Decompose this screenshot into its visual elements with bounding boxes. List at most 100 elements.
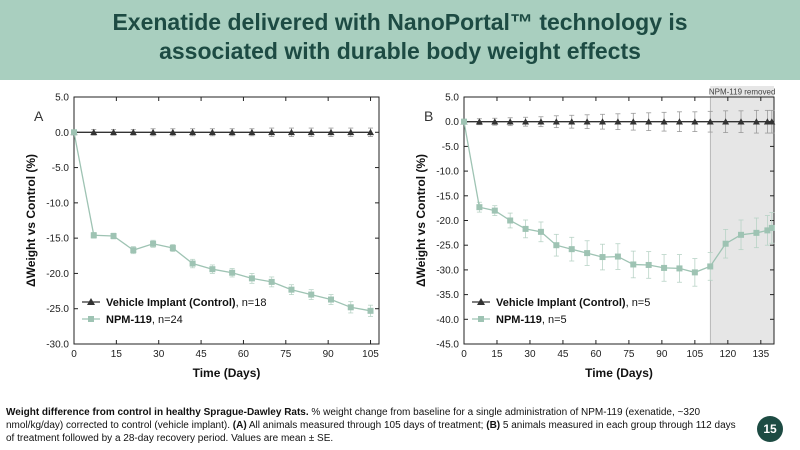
chart-b-npm-point (553, 242, 560, 249)
chart-b-x-tick-label: 15 (491, 349, 503, 360)
chart-b-npm-point (645, 261, 652, 268)
chart-a-legend-name-npm: NPM-119 (106, 314, 152, 326)
chart-a-legend-n-npm: , n=24 (152, 314, 183, 326)
chart-b-npm-point (722, 240, 729, 247)
chart-a-npm-point (367, 307, 374, 314)
chart-b-vehicle-point (522, 118, 530, 125)
caption-lead: Weight difference from control in health… (6, 407, 309, 418)
caption-text-3: 5 animals measured in each group through… (6, 420, 736, 444)
chart-b-vehicle-point (763, 118, 771, 125)
chart-a-y-tick-label: 0.0 (55, 128, 69, 139)
chart-b-x-tick-label: 120 (719, 349, 736, 360)
caption-text-2: All animals measured through 105 days of… (246, 420, 487, 431)
chart-b-vehicle-point (768, 118, 776, 125)
chart-b-legend-n-vehicle: , n=5 (626, 297, 651, 309)
chart-b-x-tick-label: 60 (590, 349, 602, 360)
chart-b-npm-point (753, 229, 760, 236)
chart-a-legend-name-vehicle: Vehicle Implant (Control) (106, 297, 236, 309)
caption-text-1: % weight change from baseline for a sing… (6, 407, 701, 431)
chart-a-vehicle-point (307, 128, 315, 136)
chart-a-vehicle-point (287, 128, 295, 136)
chart-b-shaded-label: NPM-119 removed (709, 88, 776, 97)
chart-a-y-tick-label: 5.0 (55, 93, 69, 104)
chart-b-npm-line (463, 121, 773, 274)
chart-b-series-npm (461, 118, 775, 287)
chart-a-x-axis-label: Time (Days) (193, 366, 261, 380)
chart-a-vehicle-point (90, 128, 98, 136)
chart-a-x-tick-label: 0 (71, 349, 77, 360)
chart-b-npm-point (764, 227, 771, 234)
chart-a-series-vehicle (70, 127, 375, 137)
chart-b-npm-point (507, 217, 514, 224)
chart-a-npm-point (130, 247, 137, 254)
chart-b-legend-label-npm: NPM-119, n=5 (496, 314, 567, 326)
chart-a-x-tick-label: 75 (280, 349, 292, 360)
chart-b-npm-point (630, 261, 637, 268)
chart-b-vehicle-point (599, 118, 607, 125)
chart-b-y-tick-label: -40.0 (436, 315, 459, 326)
chart-b-y-tick-label: -20.0 (436, 216, 459, 227)
chart-b: NPM-119 removed 5.0 0.0 -5.0 -10.0 -15.0 -20.0… (414, 86, 775, 380)
chart-b-y-tick-label: -5.0 (442, 142, 460, 153)
chart-a-vehicle-point (129, 128, 137, 136)
chart-b-x-tick-label: 0 (461, 349, 467, 360)
title-banner: Exenatide delivered with NanoPortal™ tec… (0, 0, 800, 80)
chart-a-y-tick-label: -5.0 (52, 163, 70, 174)
chart-b-y-tick-label: -30.0 (436, 265, 459, 276)
chart-b-vehicle-point (475, 118, 483, 125)
chart-a-npm-line (73, 132, 371, 312)
chart-b-vehicle-point (737, 118, 745, 125)
chart-b-npm-point (476, 204, 483, 211)
chart-a-x-tick-label: 90 (323, 349, 335, 360)
chart-a-npm-point (229, 269, 236, 276)
chart-b-shaded-label-bg (710, 86, 774, 97)
chart-b-npm-point (768, 224, 775, 231)
chart-b-y-tick-label: -35.0 (436, 290, 459, 301)
chart-b-y-tick-label: -25.0 (436, 241, 459, 252)
chart-a-y-tick-label: -15.0 (46, 234, 69, 245)
page-number-badge: 15 (757, 416, 783, 442)
chart-a-npm-point (248, 275, 255, 282)
chart-a-npm-point (327, 296, 334, 303)
chart-b-vehicle-point (645, 118, 653, 125)
chart-b-legend-marker-vehicle (477, 298, 485, 305)
chart-b-vehicle-point (614, 118, 622, 125)
chart-a-legend-marker-npm (88, 316, 94, 322)
chart-a-vehicle-point (169, 128, 177, 136)
chart-a-y-axis-label: ΔWeight vs Control (%) (24, 154, 38, 287)
chart-b-x-tick-label: 45 (557, 349, 569, 360)
chart-a-legend-n-vehicle: , n=18 (236, 297, 267, 309)
chart-b-legend-name-vehicle: Vehicle Implant (Control) (496, 297, 626, 309)
chart-a-y-tick-label: -10.0 (46, 198, 69, 209)
chart-b-vehicle-point (675, 118, 683, 125)
chart-b-y-tick-label: 0.0 (445, 117, 459, 128)
chart-b-npm-point (661, 264, 668, 271)
chart-b-y-tick-label: -15.0 (436, 191, 459, 202)
chart-b-vehicle-point (506, 118, 514, 125)
chart-a-vehicle-point (327, 128, 335, 136)
chart-b-x-tick-label: 135 (752, 349, 769, 360)
caption-label-a: (A) (232, 420, 247, 431)
chart-b-npm-point (676, 265, 683, 272)
chart-b-vehicle-point (568, 118, 576, 125)
chart-a-vehicle-point (347, 128, 355, 136)
chart-a-npm-point (268, 278, 275, 285)
chart-a-panel-letter: A (34, 108, 44, 124)
chart-a-npm-point (308, 291, 315, 298)
chart-b-npm-point (599, 254, 606, 261)
chart-a-plot-frame (73, 96, 380, 345)
chart-b-x-axis-label: Time (Days) (585, 366, 653, 380)
chart-b-vehicle-point (691, 118, 699, 125)
chart-a-npm-point (169, 245, 176, 252)
chart-b-npm-point (491, 207, 498, 214)
chart-a-vehicle-point (268, 128, 276, 136)
chart-b-vehicle-point (537, 118, 545, 125)
chart-b-y-tick-label: -45.0 (436, 340, 459, 351)
chart-a-npm-point (110, 233, 117, 240)
chart-b-vehicle-point (583, 118, 591, 125)
slide-title-line1: Exenatide delivered with NanoPortal™ tec… (112, 9, 688, 35)
chart-b-npm-point (584, 250, 591, 257)
chart-b-npm-point (461, 118, 467, 125)
chart-b-npm-point (568, 246, 575, 253)
chart-b-y-tick-label: 5.0 (445, 93, 459, 104)
